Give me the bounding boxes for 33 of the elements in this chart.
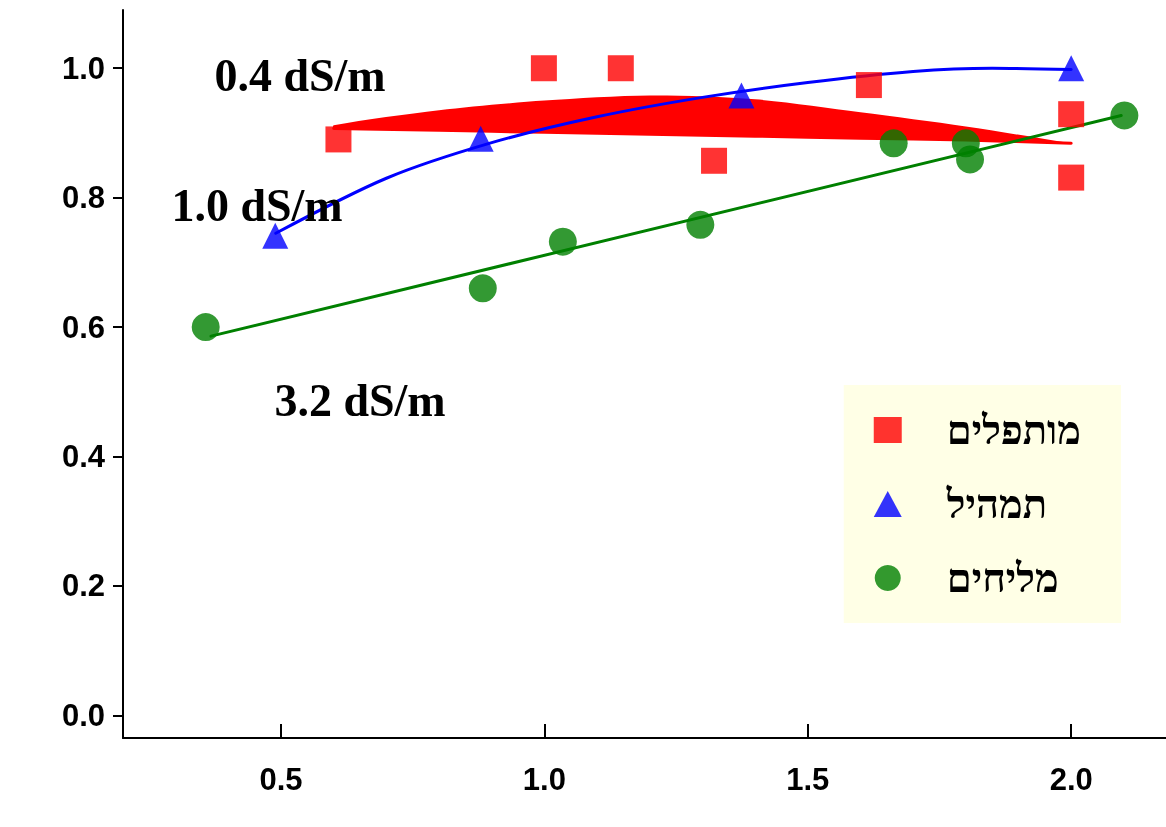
- y-tick-label: 0.2: [61, 568, 105, 604]
- point: [607, 55, 634, 82]
- x-tick-label: 0.5: [259, 762, 303, 797]
- y-tick-label: 0.8: [61, 180, 105, 216]
- annotation: 0.4 dS/m: [214, 49, 386, 101]
- y-tick-label: 0.6: [61, 309, 105, 345]
- x-tick-label: 1.5: [786, 762, 830, 797]
- point: [1058, 55, 1085, 82]
- point: [325, 126, 352, 153]
- point: [879, 129, 908, 158]
- point: [191, 313, 220, 342]
- x-tick-label: 2.0: [1049, 762, 1093, 797]
- point: [686, 210, 715, 239]
- annotation: 3.2 dS/m: [274, 374, 446, 426]
- point: [1110, 101, 1139, 130]
- point: [701, 147, 728, 174]
- legend-label: מותפלים: [946, 407, 1082, 453]
- point: [956, 145, 985, 174]
- point: [1058, 101, 1085, 128]
- point: [548, 227, 577, 256]
- point: [467, 125, 494, 152]
- point: [530, 55, 557, 82]
- point: [855, 72, 882, 99]
- y-tick-label: 1.0: [61, 50, 105, 86]
- point: [262, 222, 289, 249]
- point: [1058, 164, 1085, 191]
- y-tick-label: 0.0: [61, 697, 105, 733]
- y-tick-label: 0.4: [61, 439, 106, 475]
- legend-label: תמהיל: [945, 481, 1048, 527]
- x-tick-label: 1.0: [522, 762, 566, 797]
- point: [468, 274, 497, 303]
- legend-label: מליחים: [946, 555, 1059, 601]
- point: [728, 82, 755, 109]
